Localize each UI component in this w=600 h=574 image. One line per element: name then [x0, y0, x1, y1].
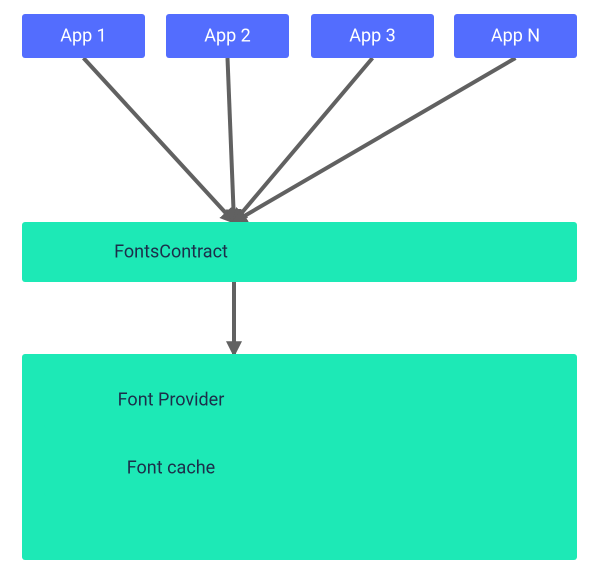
node-label-appN: App N: [491, 26, 540, 47]
diagram-canvas: Font Provider Font cache FontsContract App …: [0, 0, 600, 574]
node-label-fontProvider: Font Provider: [118, 390, 225, 411]
node-label-app3: App 3: [349, 26, 396, 47]
node-label-app1: App 1: [60, 26, 107, 47]
node-label-fontsContract: FontsContract: [114, 242, 228, 263]
node-label-fontCache: Font cache: [127, 458, 215, 479]
node-fontCache: [44, 440, 555, 496]
node-fontsContract: [22, 222, 577, 282]
node-label-app2: App 2: [204, 26, 251, 47]
